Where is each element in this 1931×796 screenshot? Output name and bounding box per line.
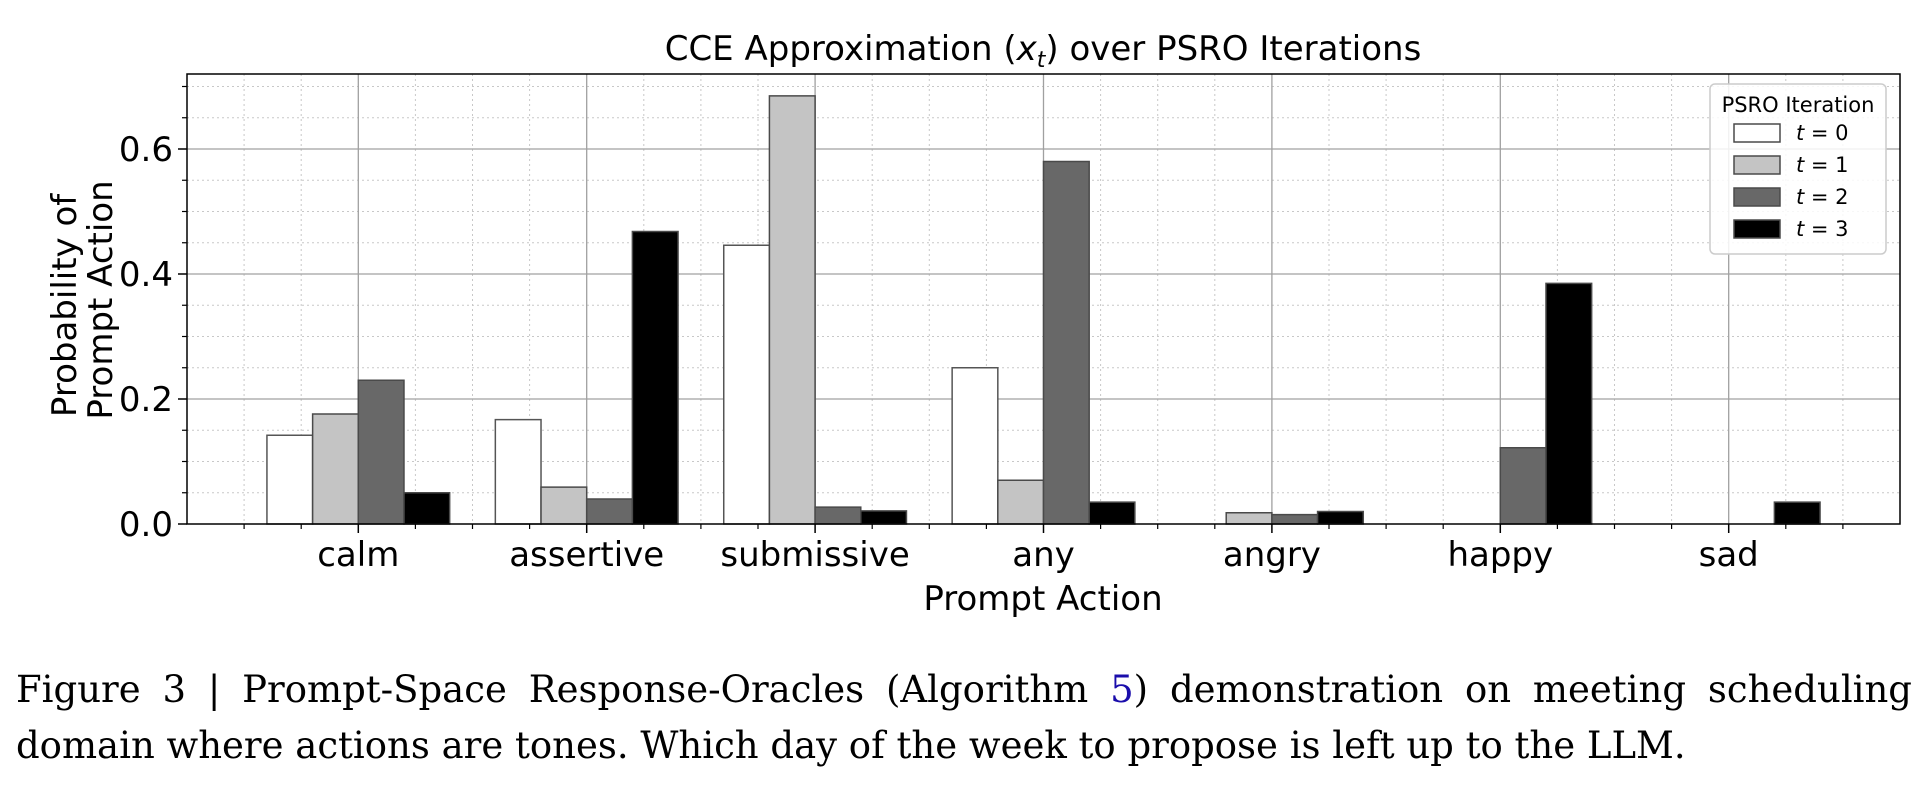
bar-calm-t2 (357, 379, 405, 525)
y-tick-label: 0.2 (119, 380, 173, 420)
algorithm-reference-link[interactable]: 5 (1110, 668, 1134, 711)
caption-prefix: Figure 3 | Prompt-Space Response-Oracles… (16, 668, 1111, 711)
chart-title-after: ) over PSRO Iterations (1045, 29, 1421, 69)
legend-label-t2: t = 2 (1796, 185, 1849, 209)
bar-happy-t3 (1545, 282, 1593, 525)
bar-assertive-t2 (585, 498, 634, 525)
bar-any-t3 (1088, 501, 1136, 525)
legend-label-t0: t = 0 (1796, 121, 1849, 145)
bar-sad-t3 (1773, 501, 1821, 525)
y-axis-label: Probability of Prompt Action (45, 180, 121, 419)
legend-swatch-t2 (1733, 187, 1781, 207)
y-tick-label: 0.4 (119, 255, 173, 295)
x-tick-label-happy: happy (1447, 535, 1553, 575)
legend-swatch-t1 (1733, 155, 1781, 175)
x-tick-label-angry: angry (1223, 535, 1321, 575)
legend-swatch-t0 (1733, 123, 1781, 143)
bar-assertive-t3 (631, 230, 679, 525)
bar-angry-t2 (1271, 513, 1319, 525)
bar-assertive-t1 (540, 486, 588, 525)
x-tick-label-sad: sad (1699, 535, 1759, 575)
bar-submissive-t2 (814, 506, 862, 525)
caption-suffix: ) demonstration on meeting scheduling do… (16, 668, 1912, 767)
legend-label-t3: t = 3 (1796, 217, 1849, 241)
chart-title-before: CCE Approximation ( (665, 29, 1017, 69)
bar-any-t0 (951, 367, 999, 525)
axis-ticks: 0.0 0.2 0.4 0.6 calm assertive submissive any an… (119, 85, 1844, 575)
x-axis-label: Prompt Action (923, 579, 1162, 619)
bar-calm-t3 (403, 492, 451, 525)
x-tick-label-calm: calm (317, 535, 399, 575)
chart-title-var: x (1016, 29, 1038, 69)
legend-swatch-t3 (1733, 219, 1781, 239)
y-tick-label: 0.6 (119, 130, 173, 170)
bar-calm-t0 (266, 434, 314, 525)
bar-any-t1 (997, 479, 1045, 525)
bar-calm-t1 (311, 413, 360, 525)
bar-angry-t3 (1316, 510, 1365, 525)
chart: 0.0 0.2 0.4 0.6 calm assertive submissive any an… (45, 29, 1901, 619)
bar-assertive-t0 (494, 418, 542, 525)
bar-any-t2 (1042, 160, 1090, 525)
x-tick-label-any: any (1012, 535, 1075, 575)
x-tick-label-submissive: submissive (720, 535, 909, 575)
y-tick-label: 0.0 (119, 505, 173, 545)
legend-title: PSRO Iteration (1722, 93, 1875, 117)
x-tick-label-assertive: assertive (509, 535, 664, 575)
bar-submissive-t0 (722, 244, 771, 525)
chart-title-sub: t (1037, 48, 1047, 73)
y-axis-label-line1: Probability of (45, 193, 85, 417)
figure-caption: Figure 3 | Prompt-Space Response-Oracles… (16, 662, 1912, 774)
bar-angry-t1 (1225, 512, 1273, 525)
legend: PSRO Iteration t = 0 t = 1 t = 2 t = 3 (1709, 83, 1887, 255)
bar-happy-t2 (1499, 447, 1547, 525)
bar-submissive-t3 (860, 510, 908, 525)
chart-title: CCE Approximation (xt) over PSRO Iterati… (665, 29, 1422, 73)
legend-label-t1: t = 1 (1796, 153, 1849, 177)
bar-submissive-t1 (768, 95, 816, 525)
y-axis-label-line2: Prompt Action (81, 180, 121, 419)
